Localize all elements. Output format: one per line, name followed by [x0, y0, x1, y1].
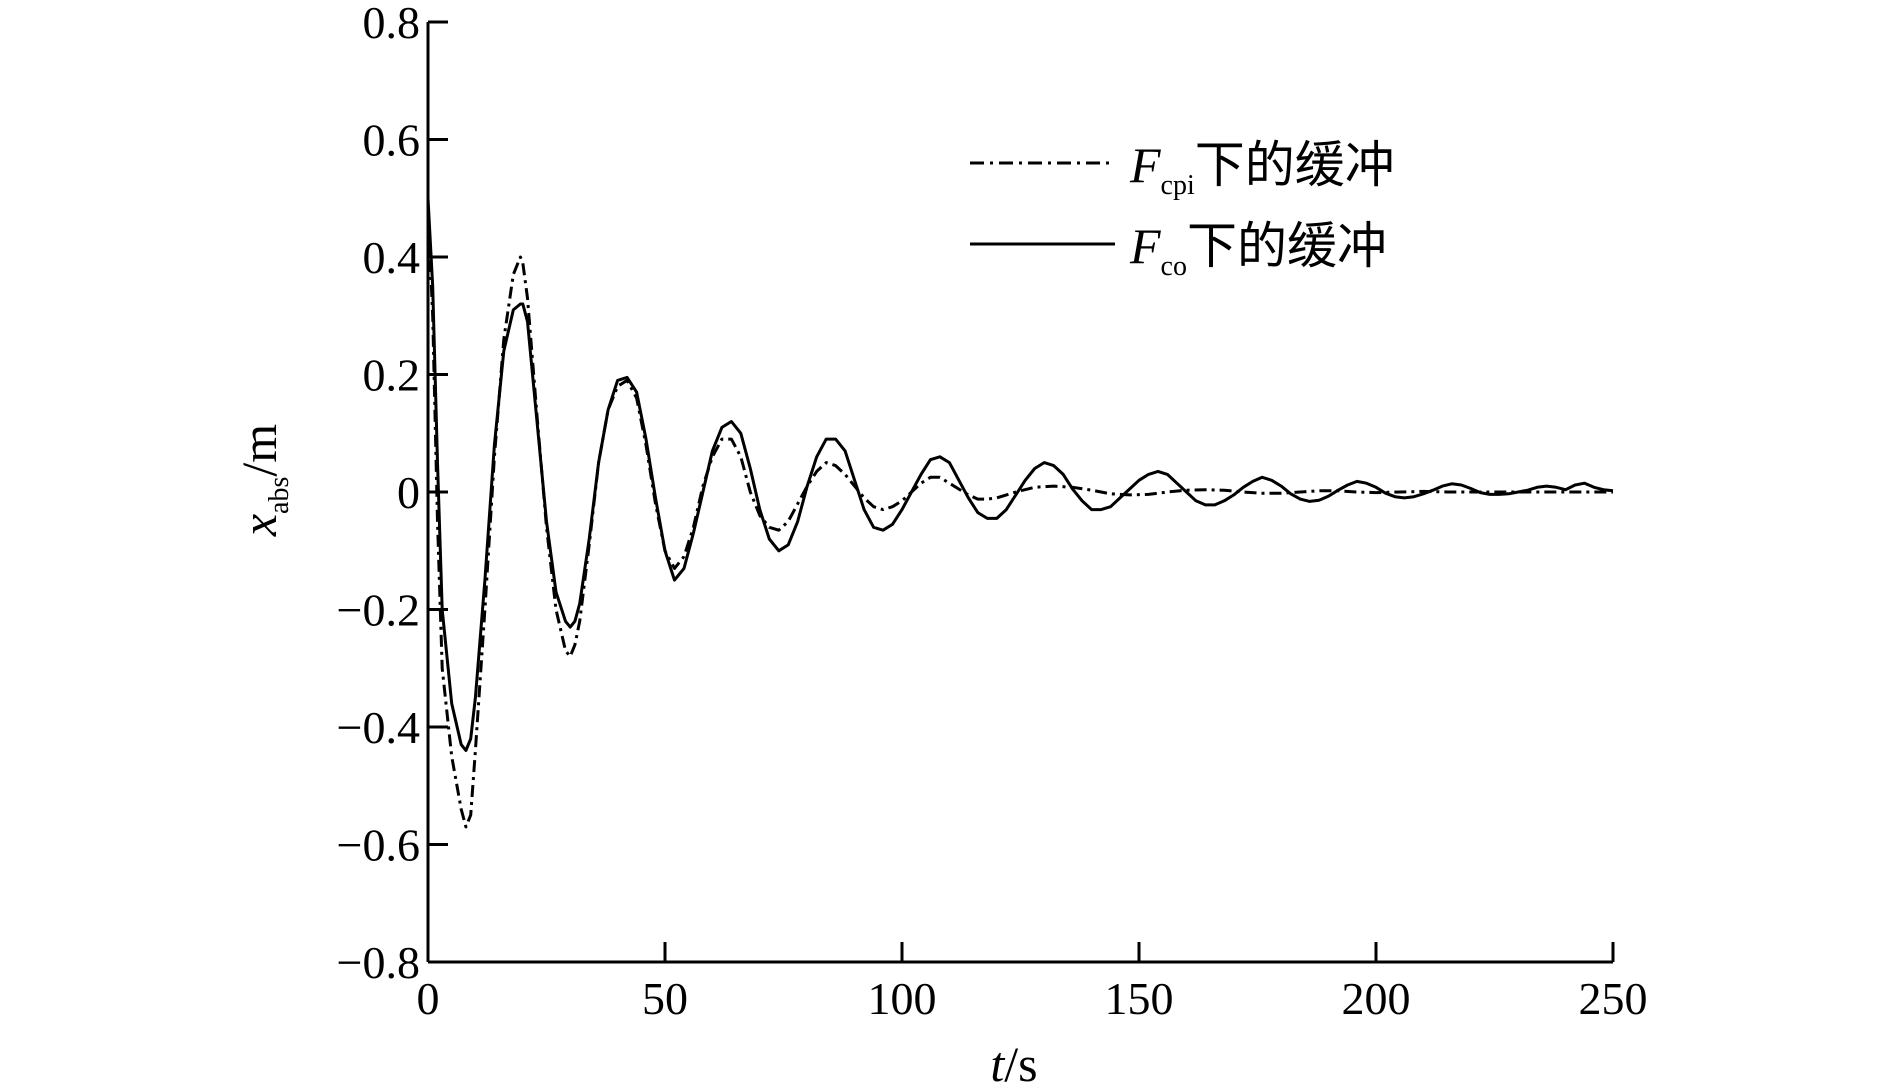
series-group: [426, 198, 1614, 829]
x-tick-label: 100: [868, 973, 937, 1024]
x-tick-label: 0: [417, 973, 440, 1024]
series-line-co: [426, 198, 1614, 752]
y-tick-label: 0: [397, 467, 420, 518]
x-axis-label-var: t: [990, 1036, 1005, 1089]
legend-cpi-sub: cpi: [1161, 170, 1195, 201]
x-axis-label: t/s: [990, 1036, 1037, 1089]
x-tick-label: 50: [642, 973, 688, 1024]
y-axis-label-sub: abs: [264, 477, 295, 514]
legend-co-var: F: [1129, 218, 1161, 274]
legend-cpi-text: 下的缓冲: [1195, 137, 1395, 193]
legend: Fcpi下的缓冲 Fco下的缓冲: [970, 137, 1395, 282]
y-tick-label: −0.4: [337, 702, 420, 753]
legend-label-cpi: Fcpi下的缓冲: [1129, 137, 1395, 201]
y-axis-label-unit: /m: [231, 424, 287, 477]
y-tick-label: 0.4: [363, 232, 421, 283]
y-axis-label: xabs/m: [231, 424, 295, 537]
legend-co-sub: co: [1161, 251, 1187, 282]
y-tick-label: 0.6: [363, 115, 421, 166]
legend-co-text: 下的缓冲: [1187, 218, 1387, 274]
series-line-cpi: [426, 209, 1613, 829]
legend-cpi-var: F: [1129, 137, 1161, 193]
y-tick-label: −0.6: [337, 820, 420, 871]
y-axis-label-var: x: [231, 514, 287, 537]
x-axis-label-unit: /s: [1004, 1036, 1037, 1089]
y-tick-label: 0.2: [363, 350, 421, 401]
x-tick-label: 150: [1105, 973, 1174, 1024]
x-tick-label: 250: [1579, 973, 1648, 1024]
legend-label-co: Fco下的缓冲: [1129, 218, 1387, 282]
x-tick-label: 200: [1342, 973, 1411, 1024]
y-tick-label: 0.8: [363, 0, 421, 48]
y-tick-label: −0.2: [337, 585, 420, 636]
y-tick-label: −0.8: [337, 937, 420, 988]
ticks: 0.80.60.40.20−0.2−0.4−0.6−0.80 50 100 150 20…: [337, 0, 1648, 1024]
